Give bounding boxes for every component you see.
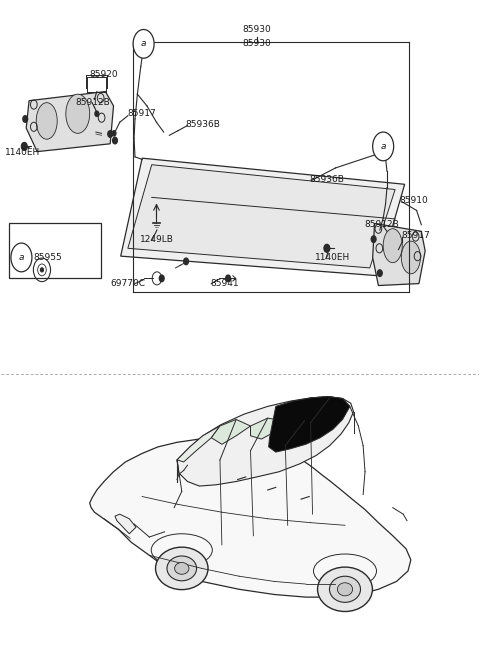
Polygon shape	[115, 514, 136, 534]
Polygon shape	[90, 439, 411, 597]
Circle shape	[324, 245, 330, 252]
Circle shape	[159, 275, 164, 281]
Text: 85910: 85910	[400, 196, 429, 205]
Text: 85955: 85955	[34, 253, 62, 262]
Text: 1249LB: 1249LB	[140, 235, 174, 243]
Text: 85917: 85917	[401, 231, 430, 239]
Polygon shape	[177, 397, 354, 486]
Polygon shape	[251, 418, 284, 439]
Circle shape	[112, 131, 116, 136]
Text: a: a	[381, 142, 386, 151]
Ellipse shape	[66, 94, 90, 133]
Ellipse shape	[329, 576, 360, 602]
Text: 85936B: 85936B	[185, 119, 220, 129]
Circle shape	[95, 111, 99, 116]
Text: 85930: 85930	[242, 39, 271, 49]
Text: 69770C: 69770C	[110, 279, 145, 288]
Circle shape	[40, 268, 43, 272]
Polygon shape	[211, 419, 251, 444]
Circle shape	[113, 137, 117, 144]
Text: a: a	[141, 39, 146, 49]
Polygon shape	[120, 158, 405, 276]
Polygon shape	[372, 224, 425, 285]
Circle shape	[108, 131, 113, 137]
Circle shape	[11, 243, 32, 272]
Polygon shape	[128, 165, 395, 268]
Text: 85920: 85920	[90, 70, 118, 79]
Text: a: a	[19, 253, 24, 262]
Ellipse shape	[167, 556, 197, 581]
Text: 1140EH: 1140EH	[5, 148, 40, 157]
FancyBboxPatch shape	[9, 224, 101, 278]
Ellipse shape	[337, 583, 353, 596]
Polygon shape	[26, 92, 114, 152]
Text: 85936B: 85936B	[309, 174, 344, 184]
Ellipse shape	[175, 562, 189, 574]
Text: 85930: 85930	[242, 25, 271, 34]
Circle shape	[377, 270, 382, 276]
Text: 85941: 85941	[210, 279, 239, 288]
Circle shape	[22, 142, 27, 150]
Ellipse shape	[383, 229, 402, 262]
Circle shape	[184, 258, 189, 264]
Ellipse shape	[156, 547, 208, 590]
Polygon shape	[311, 397, 350, 427]
Ellipse shape	[401, 241, 420, 274]
Ellipse shape	[36, 102, 57, 139]
Ellipse shape	[318, 567, 372, 611]
Text: 85912B: 85912B	[75, 98, 110, 107]
Circle shape	[371, 236, 376, 243]
Text: 85912B: 85912B	[364, 220, 399, 230]
Circle shape	[23, 115, 28, 122]
Circle shape	[133, 30, 154, 58]
Circle shape	[226, 275, 230, 281]
Text: 1140EH: 1140EH	[315, 253, 351, 262]
Circle shape	[372, 132, 394, 161]
Polygon shape	[177, 426, 220, 462]
Text: 85917: 85917	[128, 110, 156, 118]
Polygon shape	[269, 397, 350, 452]
